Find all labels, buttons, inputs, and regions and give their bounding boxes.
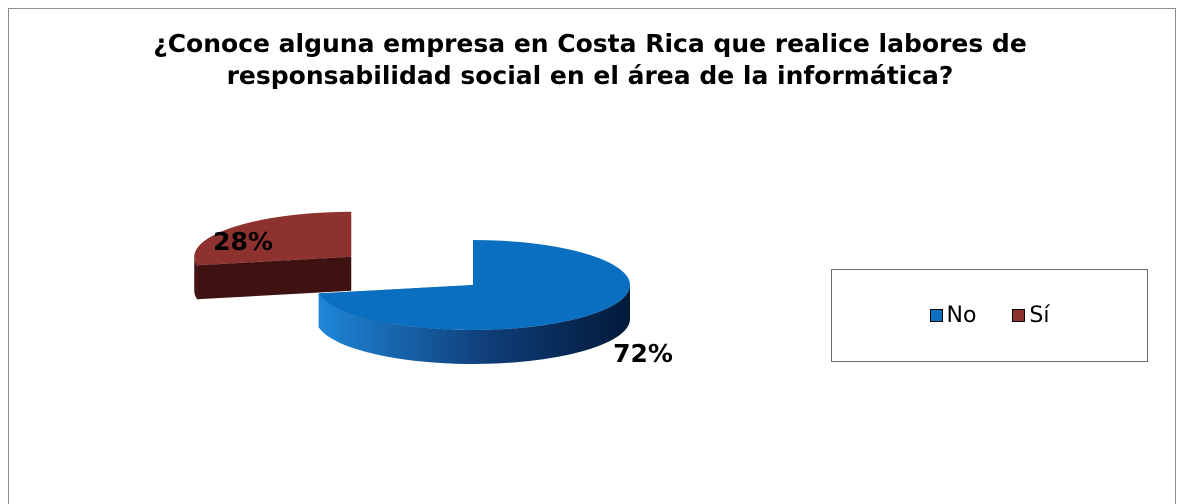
slice-si-top [194, 211, 352, 266]
legend-label-si: Sí [1029, 303, 1050, 328]
slice-no [318, 240, 631, 364]
slice-si-rim [194, 256, 198, 300]
slice-no-top [318, 240, 631, 330]
legend-swatch-no [929, 309, 943, 322]
data-label-si: 28% [213, 227, 273, 256]
chart-title: ¿Conoce alguna empresa en Costa Rica que… [153, 29, 1027, 90]
slice-si-side-0 [197, 256, 352, 300]
legend-swatch-si [1012, 309, 1026, 322]
legend: No Sí [831, 269, 1148, 362]
slice-no-rim [318, 285, 630, 364]
legend-item-no: No [929, 303, 977, 328]
legend-item-si: Sí [1012, 303, 1050, 328]
data-label-no: 72% [613, 339, 673, 368]
slice-si [194, 211, 352, 300]
legend-label-no: No [946, 303, 977, 328]
